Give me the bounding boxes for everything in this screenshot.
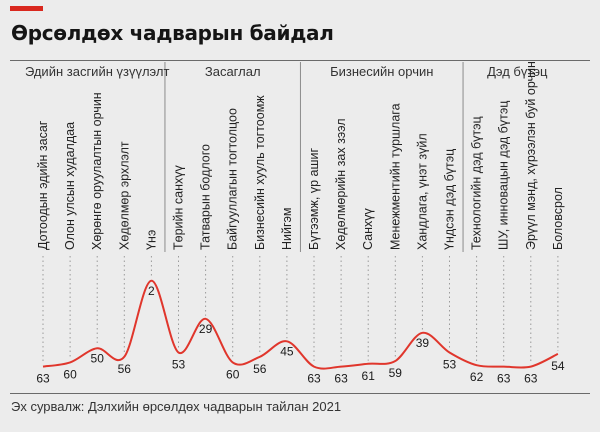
category-label: Бизнесийн хууль тогтоомж bbox=[253, 95, 267, 250]
series-line bbox=[42, 279, 559, 370]
bottom-rule bbox=[10, 393, 590, 394]
data-label: 63 bbox=[524, 372, 538, 386]
data-label: 63 bbox=[307, 372, 321, 386]
top-rule bbox=[10, 60, 590, 61]
data-label: 62 bbox=[470, 370, 484, 384]
category-label: ШУ, инновацын дэд бүтэц bbox=[497, 101, 511, 250]
category-label: Байгууллагын тогтолцоо bbox=[226, 108, 240, 250]
category-label: Үндсэн дэд бүтэц bbox=[443, 149, 457, 250]
group-label: Дэд бүтэц bbox=[487, 64, 548, 79]
chart-title: Өрсөлдөх чадварын байдал bbox=[11, 21, 334, 45]
category-label: Хандлага, үнэт зүйл bbox=[415, 133, 429, 250]
category-label: Татварын бодлого bbox=[199, 144, 213, 250]
data-label: 29 bbox=[199, 322, 213, 336]
category-label: Үнэ bbox=[144, 230, 158, 250]
data-label: 53 bbox=[172, 358, 186, 372]
category-label: Бүтээмж, үр ашиг bbox=[307, 148, 321, 250]
data-label: 63 bbox=[36, 372, 50, 386]
category-label: Олон улсын худалдаа bbox=[63, 122, 77, 250]
category-label: Хөдөлмөрийн зах зээл bbox=[334, 118, 348, 250]
group-label: Бизнесийн орчин bbox=[330, 64, 433, 79]
source-note: Эх сурвалж: Дэлхийн өрсөлдөх чадварын та… bbox=[11, 399, 342, 414]
data-label: 56 bbox=[118, 362, 132, 376]
accent-bar bbox=[10, 6, 43, 11]
data-label: 60 bbox=[63, 367, 77, 381]
data-label: 59 bbox=[389, 366, 403, 380]
data-label: 45 bbox=[280, 344, 294, 358]
data-label: 54 bbox=[551, 359, 565, 373]
data-label: 2 bbox=[148, 284, 155, 298]
data-label: 56 bbox=[253, 362, 267, 376]
category-label: Эрүүл мэнд, хүрээлэн буй орчин bbox=[524, 61, 538, 250]
category-label: Менежментийн туршлага bbox=[388, 103, 402, 250]
category-label: Нийгэм bbox=[280, 207, 294, 250]
group-label: Засаглал bbox=[205, 64, 261, 79]
category-label: Хөдөлмөр эрхлэлт bbox=[117, 141, 131, 250]
data-label: 61 bbox=[362, 369, 376, 383]
category-label: Хөрөнгө оруулалтын орчин bbox=[90, 92, 104, 250]
category-label: Дотоодын эдийн засаг bbox=[36, 120, 50, 250]
category-label: Боловсрол bbox=[551, 187, 565, 250]
data-label: 63 bbox=[497, 372, 511, 386]
data-label: 60 bbox=[226, 367, 240, 381]
group-label: Эдийн засгийн үзүүлэлт bbox=[25, 64, 170, 79]
data-label: 50 bbox=[91, 351, 105, 365]
data-label: 63 bbox=[334, 372, 348, 386]
category-label: Санхүү bbox=[361, 207, 375, 250]
data-label: 53 bbox=[443, 358, 457, 372]
category-label: Төрийн санхүү bbox=[172, 165, 186, 250]
data-label: 39 bbox=[416, 336, 430, 350]
category-label: Технологийн дэд бүтэц bbox=[470, 116, 484, 250]
